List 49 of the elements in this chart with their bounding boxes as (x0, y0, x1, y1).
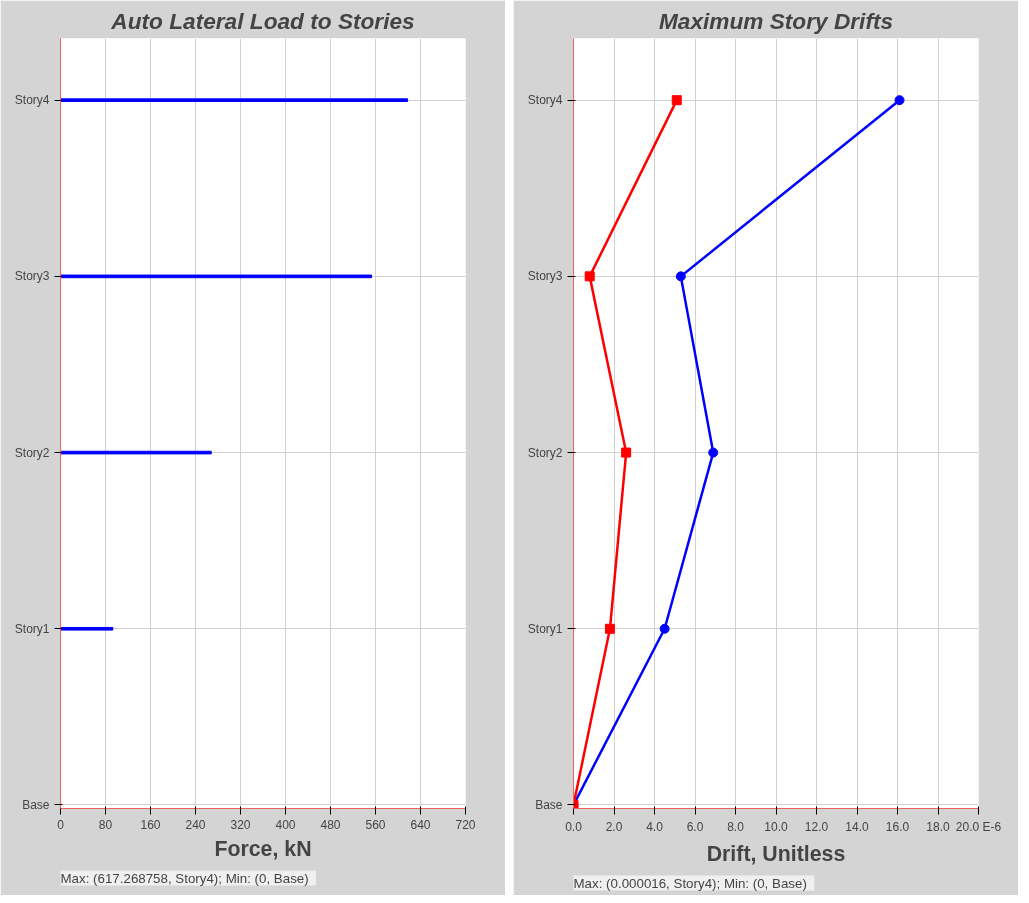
x-tick-label: 6.0 (686, 819, 704, 834)
x-tick-label: 320 (230, 817, 251, 832)
x-tick-label: 560 (365, 817, 386, 832)
x-axis-title: Drift, Unitless (706, 841, 846, 866)
x-tick-label: 14.0 (845, 819, 869, 834)
point (671, 95, 682, 106)
point (604, 623, 615, 634)
y-tick-label: Story4 (14, 93, 50, 108)
x-tick-label: 4.0 (646, 819, 664, 834)
x-tick-label: 240 (185, 817, 206, 832)
x-tick-label: 2.0 (605, 819, 623, 834)
y-tick-label: Story1 (527, 621, 563, 636)
x-axis-title: Force, kN (214, 836, 312, 861)
x-tick-label: 12.0 (804, 819, 829, 834)
x-tick-label: 20.0 E-6 (955, 819, 1002, 834)
x-tick-label: 480 (320, 817, 341, 832)
chart-title: Maximum Story Drifts (658, 7, 894, 34)
x-tick-label: 0 (57, 817, 65, 832)
x-tick-label: 16.0 (885, 819, 910, 834)
x-tick-label: 720 (455, 817, 476, 832)
bar (60, 626, 114, 631)
point (621, 447, 632, 458)
y-tick-label: Story3 (527, 269, 563, 284)
point (659, 623, 670, 634)
y-tick-label: Base (22, 797, 50, 812)
y-tick-label: Story4 (527, 93, 563, 108)
point (894, 95, 905, 106)
x-tick-label: 18.0 (926, 819, 950, 834)
x-tick-label: 8.0 (727, 819, 745, 834)
x-tick-label: 400 (275, 817, 296, 832)
y-tick-label: Story1 (14, 621, 50, 636)
y-tick-label: Story2 (14, 445, 50, 460)
bar (60, 274, 373, 279)
y-tick-label: Story3 (14, 269, 50, 284)
point (584, 271, 595, 282)
text: Max: (617.268758, Story4); Min: (0, Base) (60, 870, 309, 886)
y-tick-label: Story2 (527, 445, 563, 460)
bar (60, 98, 409, 102)
text: Max: (0.000016, Story4); Min: (0, Base) (573, 875, 807, 891)
point (708, 447, 719, 458)
chart-title: Auto Lateral Load to Stories (110, 7, 415, 34)
x-tick-label: 80 (98, 817, 113, 832)
y-tick-label: Base (535, 797, 563, 812)
x-tick-label: 0.0 (565, 819, 583, 834)
bar (60, 450, 212, 455)
x-tick-label: 10.0 (764, 819, 788, 834)
x-tick-label: 640 (410, 817, 431, 832)
x-tick-label: 160 (140, 817, 161, 832)
point (675, 271, 686, 282)
